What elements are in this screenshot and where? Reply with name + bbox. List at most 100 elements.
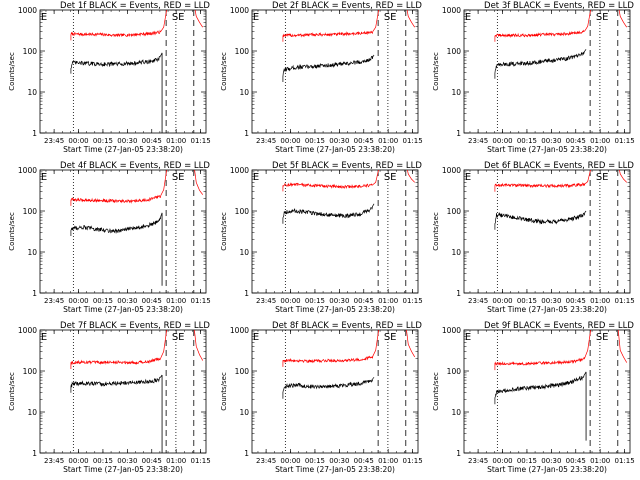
x-axis-label: Start Time (27-Jan-05 23:38:20) (487, 305, 607, 314)
y-tick-label: 100 (23, 47, 38, 56)
panel-title: Det 4f BLACK = Events, RED = LLD (60, 161, 210, 171)
lld-rate-line (282, 330, 416, 367)
x-tick-label: 00:45 (354, 297, 374, 305)
plot-frame (251, 9, 419, 134)
x-tick-label: 00:45 (566, 297, 586, 305)
y-tick-label: 1000 (230, 6, 249, 15)
x-tick-label: 00:15 (305, 297, 325, 305)
plot-frame (463, 169, 631, 294)
y-tick-label: 10 (239, 88, 249, 97)
y-tick-label: 1000 (230, 166, 249, 175)
x-tick-label: 00:15 (517, 137, 537, 145)
y-tick-label: 10 (27, 248, 37, 257)
x-tick-label: 01:15 (614, 457, 634, 465)
plot-frame (463, 9, 631, 134)
y-tick-label: 100 (235, 367, 250, 376)
attenuator-state-label: SE (172, 12, 185, 23)
detector-panel-4: Det 4f BLACK = Events, RED = LLD 1 10 100 10… (8, 161, 211, 314)
plot-frame (39, 169, 207, 294)
x-tick-label: 00:15 (305, 457, 325, 465)
y-tick-label: 1 (32, 129, 37, 138)
y-tick-label: 1 (456, 449, 461, 458)
attenuator-state-label: SE (596, 172, 609, 183)
y-tick-label: 1 (244, 449, 249, 458)
x-axis-label: Start Time (27-Jan-05 23:38:20) (275, 465, 395, 474)
panel-title: Det 8f BLACK = Events, RED = LLD (272, 321, 422, 331)
x-axis-label: Start Time (27-Jan-05 23:38:20) (63, 305, 183, 314)
x-axis-label: Start Time (27-Jan-05 23:38:20) (487, 465, 607, 474)
x-axis-label: Start Time (27-Jan-05 23:38:20) (275, 145, 395, 154)
lld-rate-line (70, 170, 204, 206)
y-tick-label: 10 (27, 408, 37, 417)
y-tick-label: 100 (447, 367, 462, 376)
x-tick-label: 00:30 (117, 457, 137, 465)
x-axis-label: Start Time (27-Jan-05 23:38:20) (275, 305, 395, 314)
attenuator-state-label: E (465, 332, 471, 343)
events-rate-line (70, 212, 163, 237)
x-tick-label: 23:45 (256, 137, 276, 145)
x-tick-label: 01:15 (190, 137, 210, 145)
y-tick-label: 10 (239, 408, 249, 417)
attenuator-state-label: SE (596, 12, 609, 23)
y-axis-label: Counts/sec (220, 52, 228, 91)
y-tick-label: 100 (235, 207, 250, 216)
x-tick-label: 00:30 (329, 457, 349, 465)
x-tick-label: 01:15 (614, 297, 634, 305)
y-axis-label: Counts/sec (432, 52, 440, 91)
plot-frame (251, 329, 419, 454)
y-tick-label: 1 (456, 289, 461, 298)
y-tick-label: 1 (32, 289, 37, 298)
x-tick-label: 00:00 (280, 297, 300, 305)
attenuator-state-label: E (465, 172, 471, 183)
attenuator-state-label: E (41, 12, 47, 23)
y-tick-label: 1 (32, 449, 37, 458)
x-tick-label: 01:15 (402, 137, 422, 145)
panel-title: Det 3f BLACK = Events, RED = LLD (484, 1, 634, 11)
attenuator-state-label: SE (172, 172, 185, 183)
x-tick-label: 01:15 (402, 457, 422, 465)
y-tick-label: 1000 (442, 326, 461, 335)
x-tick-label: 01:00 (166, 457, 186, 465)
x-tick-label: 00:15 (93, 297, 113, 305)
x-tick-label: 01:15 (190, 457, 210, 465)
x-tick-label: 23:45 (468, 457, 488, 465)
x-tick-label: 00:45 (354, 457, 374, 465)
plot-frame (39, 329, 207, 454)
y-tick-label: 1000 (18, 6, 37, 15)
y-tick-label: 100 (23, 367, 38, 376)
y-axis-label: Counts/sec (8, 372, 16, 411)
x-tick-label: 00:30 (541, 457, 561, 465)
attenuator-state-label: E (41, 172, 47, 183)
x-tick-label: 23:45 (256, 457, 276, 465)
y-tick-label: 100 (23, 207, 38, 216)
x-tick-label: 01:00 (166, 297, 186, 305)
panel-title: Det 2f BLACK = Events, RED = LLD (272, 1, 422, 11)
y-axis-label: Counts/sec (432, 372, 440, 411)
x-tick-label: 23:45 (468, 137, 488, 145)
attenuator-state-label: E (41, 332, 47, 343)
lld-rate-line (70, 330, 204, 369)
x-tick-label: 01:15 (614, 137, 634, 145)
plot-frame (39, 9, 207, 134)
y-axis-label: Counts/sec (432, 212, 440, 251)
lld-rate-line (494, 170, 627, 192)
attenuator-state-label: E (253, 332, 259, 343)
y-tick-label: 1000 (442, 6, 461, 15)
panel-title: Det 9f BLACK = Events, RED = LLD (484, 321, 634, 331)
x-tick-label: 01:15 (402, 297, 422, 305)
y-tick-label: 10 (451, 248, 461, 257)
lld-rate-line (282, 170, 415, 192)
attenuator-state-label: SE (384, 332, 397, 343)
events-rate-line (282, 54, 375, 83)
x-tick-label: 00:45 (354, 137, 374, 145)
x-tick-label: 00:15 (305, 137, 325, 145)
x-tick-label: 00:00 (68, 137, 88, 145)
x-tick-label: 23:45 (468, 297, 488, 305)
x-tick-label: 00:00 (492, 137, 512, 145)
y-tick-label: 1 (456, 129, 461, 138)
x-tick-label: 01:15 (190, 297, 210, 305)
y-tick-label: 1000 (230, 326, 249, 335)
x-tick-label: 00:45 (566, 457, 586, 465)
lld-rate-line (70, 10, 204, 41)
attenuator-state-label: SE (172, 332, 185, 343)
